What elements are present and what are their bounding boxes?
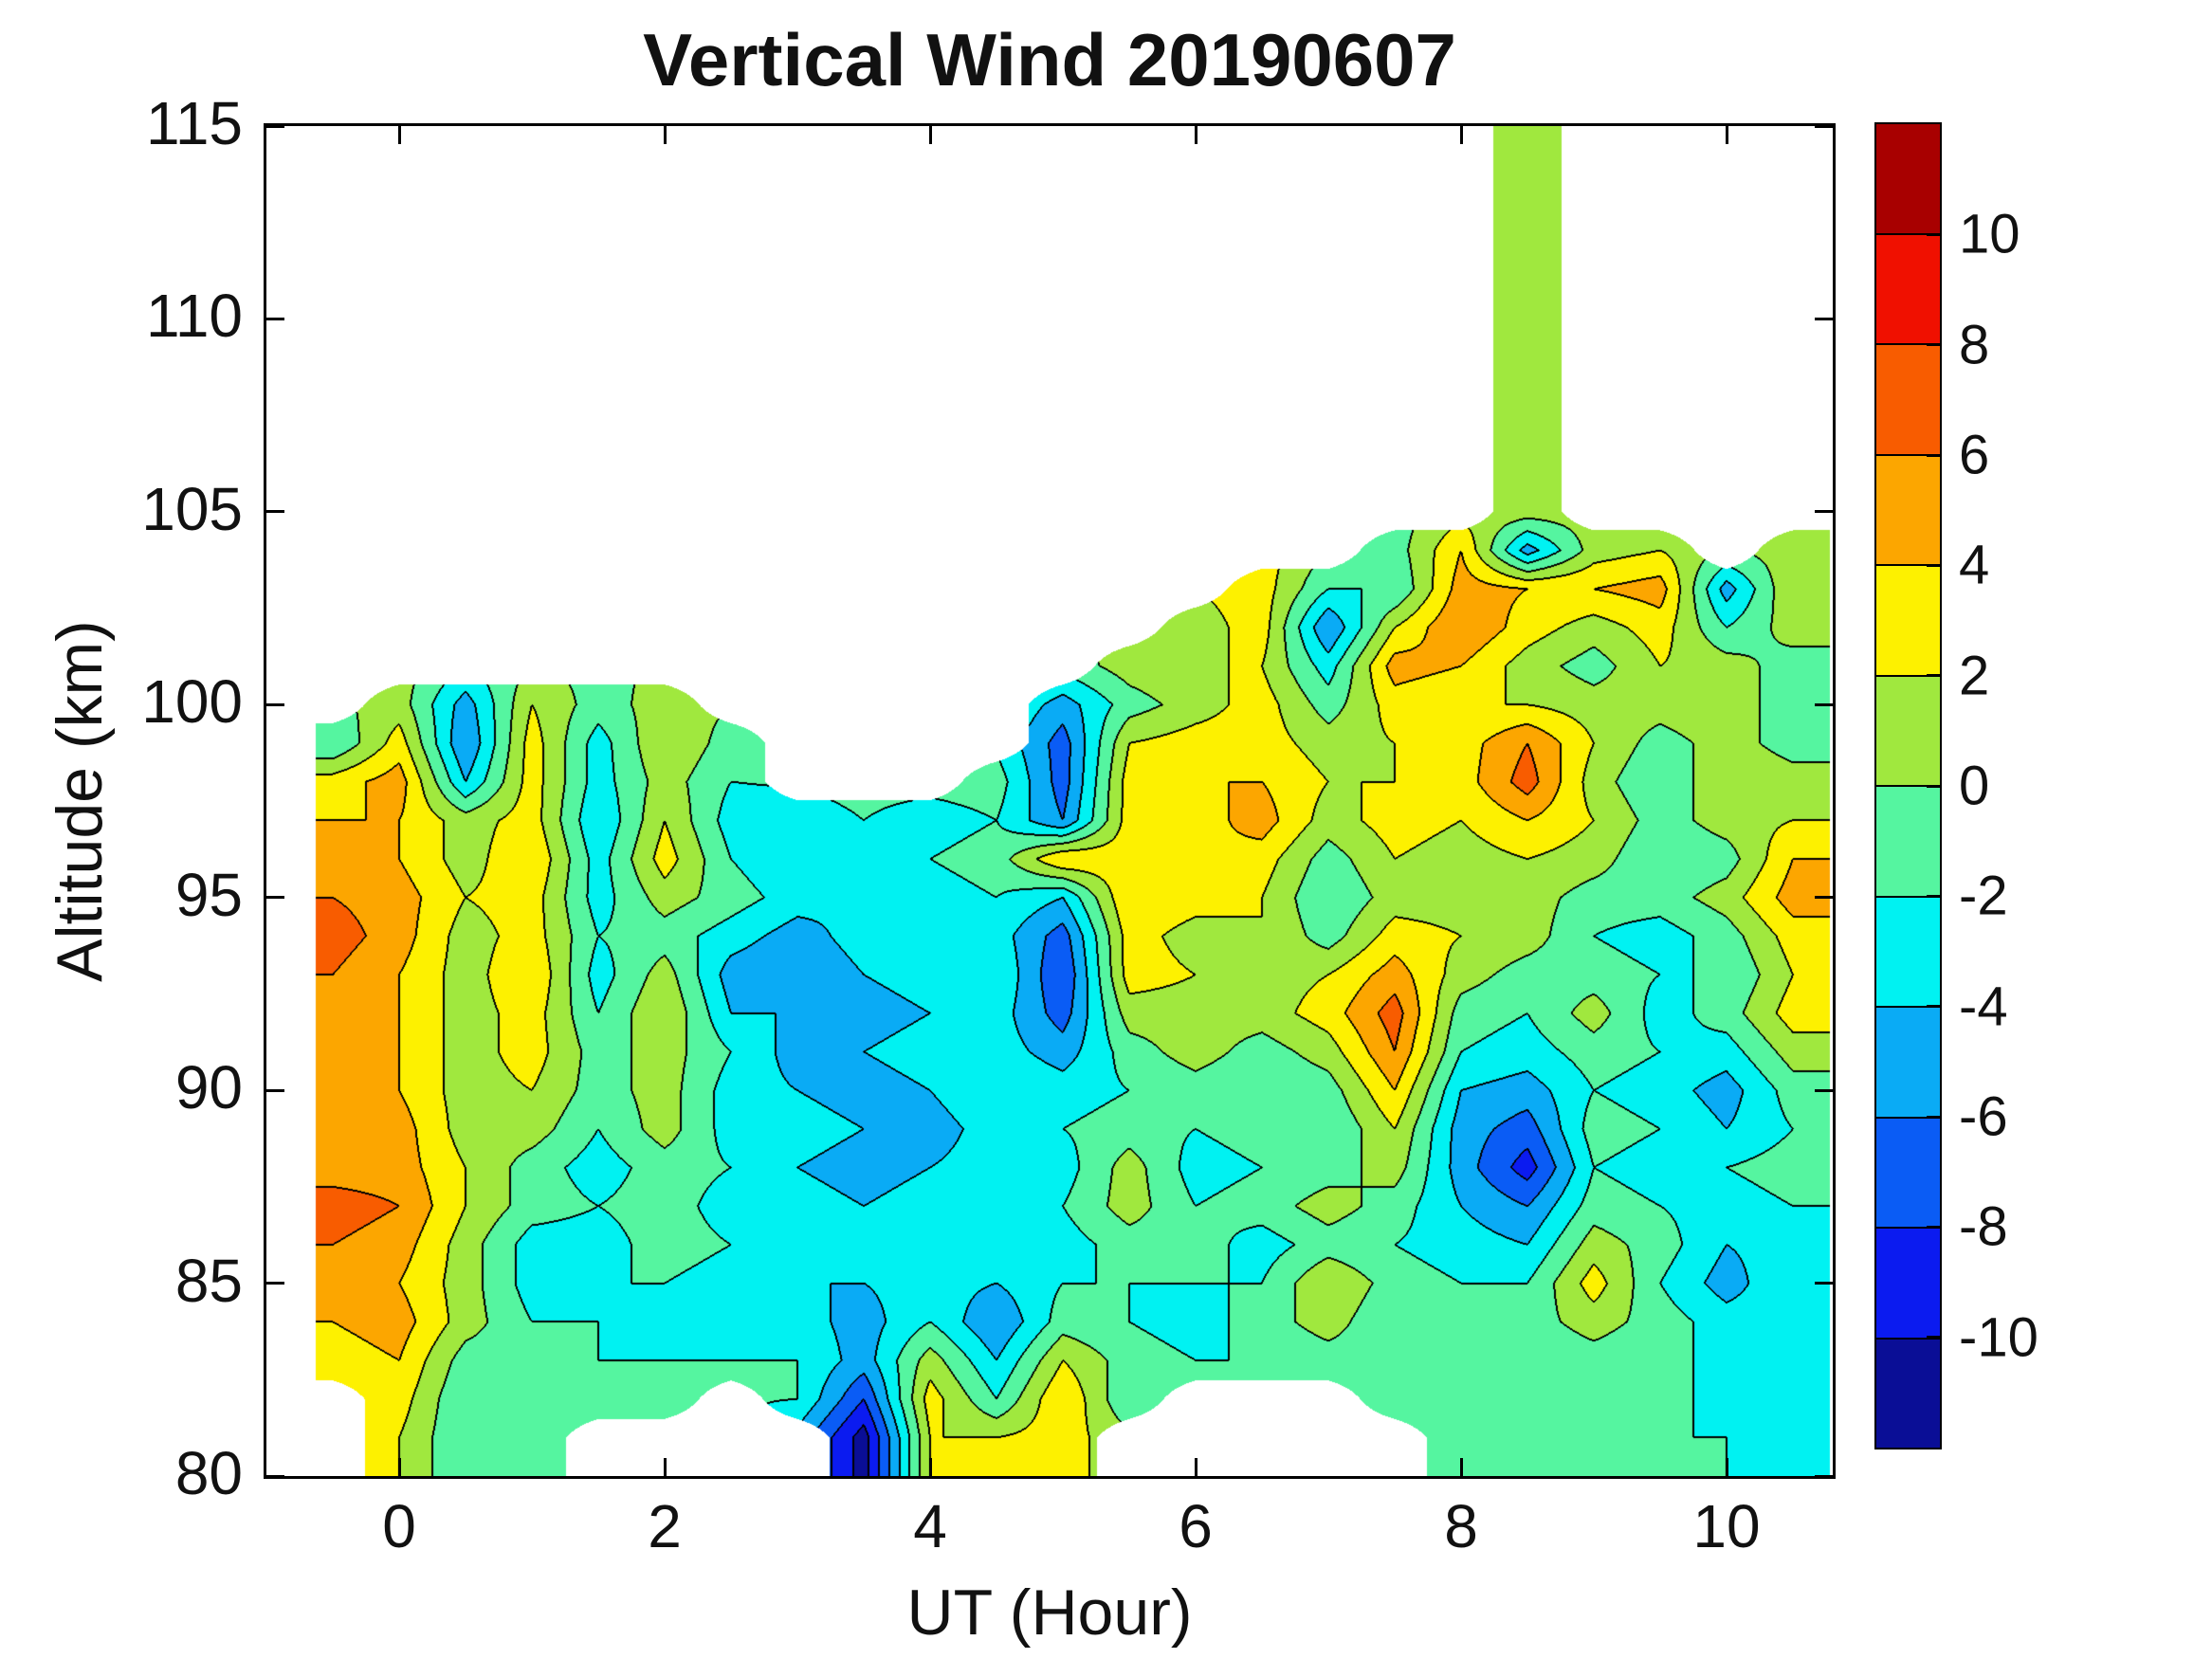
y-tick-mark-right [1815, 896, 1833, 900]
y-tick-mark [266, 1282, 284, 1285]
y-tick-mark [266, 124, 284, 128]
colorbar-tick-mark [1927, 894, 1940, 898]
colorbar-tick-label: -10 [1959, 1306, 2038, 1369]
x-tick-mark [1725, 1458, 1728, 1476]
colorbar-segment [1876, 785, 1940, 896]
colorbar-tick-label: -6 [1959, 1085, 2008, 1148]
x-tick-mark-top [928, 126, 932, 144]
y-tick-mark-right [1815, 124, 1833, 128]
y-tick-label: 115 [145, 89, 243, 157]
contour-plot-canvas [266, 126, 1833, 1476]
colorbar-segment [1876, 343, 1940, 454]
plot-area [264, 123, 1836, 1479]
y-tick-label: 100 [141, 667, 243, 737]
colorbar-segment [1876, 232, 1940, 343]
colorbar-tick-label: -4 [1959, 975, 2008, 1038]
colorbar-tick-label: 6 [1959, 424, 1990, 486]
y-tick-mark-right [1815, 1474, 1833, 1478]
x-tick-label: 6 [1179, 1492, 1213, 1560]
colorbar [1874, 122, 1942, 1449]
colorbar-segment [1876, 564, 1940, 675]
x-tick-label: 0 [382, 1492, 416, 1560]
colorbar-segment [1876, 1337, 1940, 1448]
y-tick-mark [266, 510, 284, 514]
x-tick-mark [1459, 1458, 1463, 1476]
y-tick-mark-right [1815, 510, 1833, 514]
colorbar-tick-label: -2 [1959, 865, 2008, 927]
x-tick-label: 2 [648, 1492, 682, 1560]
colorbar-segment [1876, 453, 1940, 564]
y-tick-mark-right [1815, 1088, 1833, 1092]
colorbar-segment [1876, 1006, 1940, 1117]
x-tick-mark-top [397, 126, 401, 144]
y-tick-mark [266, 896, 284, 900]
y-tick-mark [266, 317, 284, 320]
colorbar-tick-label: 0 [1959, 755, 1990, 817]
colorbar-tick-label: 4 [1959, 534, 1990, 596]
y-tick-mark [266, 1088, 284, 1092]
x-tick-mark-top [663, 126, 667, 144]
colorbar-segment [1876, 674, 1940, 785]
y-tick-label: 95 [174, 860, 243, 929]
x-tick-mark-top [1194, 126, 1197, 144]
colorbar-tick-mark [1927, 1225, 1940, 1229]
y-tick-label: 85 [174, 1246, 243, 1315]
x-tick-label: 8 [1444, 1492, 1478, 1560]
y-tick-label: 105 [141, 474, 243, 543]
x-tick-label: 4 [913, 1492, 947, 1560]
x-tick-mark [663, 1458, 667, 1476]
x-axis-label: UT (Hour) [906, 1577, 1193, 1649]
colorbar-tick-mark [1927, 674, 1940, 678]
colorbar-segment [1876, 895, 1940, 1006]
y-tick-mark-right [1815, 317, 1833, 320]
colorbar-tick-mark [1927, 563, 1940, 567]
chart-title: Vertical Wind 20190607 [643, 18, 1456, 101]
colorbar-segment [1876, 124, 1940, 233]
y-tick-mark [266, 1474, 284, 1478]
x-tick-mark-top [1459, 126, 1463, 144]
colorbar-tick-mark [1927, 1115, 1940, 1119]
colorbar-tick-label: 2 [1959, 645, 1990, 707]
colorbar-tick-mark [1927, 232, 1940, 236]
y-tick-mark-right [1815, 702, 1833, 706]
colorbar-tick-label: 10 [1959, 203, 2020, 265]
colorbar-tick-mark [1927, 343, 1940, 347]
colorbar-tick-label: -8 [1959, 1195, 2008, 1258]
x-tick-mark [928, 1458, 932, 1476]
y-tick-label: 90 [174, 1053, 243, 1122]
colorbar-tick-mark [1927, 453, 1940, 457]
x-tick-label: 10 [1692, 1492, 1761, 1560]
colorbar-tick-mark [1927, 1336, 1940, 1340]
colorbar-segment [1876, 1116, 1940, 1227]
colorbar-segment [1876, 1227, 1940, 1338]
colorbar-tick-mark [1927, 1005, 1940, 1009]
colorbar-tick-label: 8 [1959, 314, 1990, 376]
y-tick-mark [266, 702, 284, 706]
y-tick-mark-right [1815, 1282, 1833, 1285]
y-tick-label: 80 [174, 1439, 243, 1507]
x-tick-mark [1194, 1458, 1197, 1476]
x-tick-mark [397, 1458, 401, 1476]
y-tick-label: 110 [145, 282, 243, 351]
colorbar-tick-mark [1927, 784, 1940, 788]
x-tick-mark-top [1725, 126, 1728, 144]
